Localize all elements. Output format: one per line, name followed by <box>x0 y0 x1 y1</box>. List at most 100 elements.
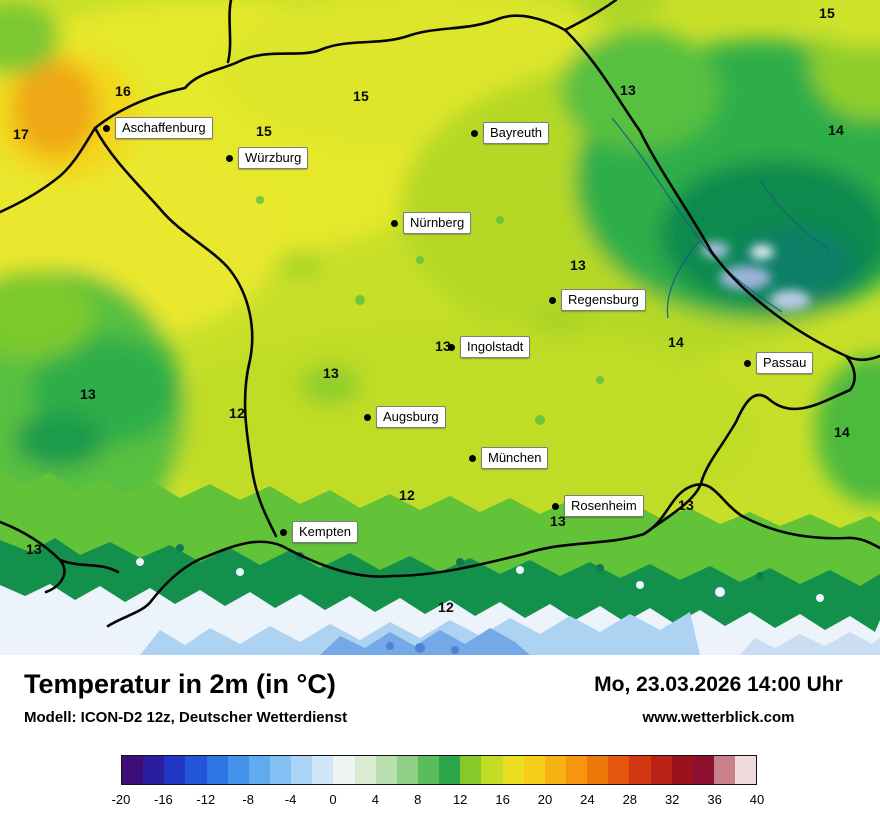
legend-tick-label: -8 <box>242 792 254 807</box>
legend-tick-label: 16 <box>495 792 510 807</box>
city-markers-layer: Aschaffenburg Würzburg Bayreuth Nürnberg Reg… <box>103 117 814 543</box>
city-dot <box>448 343 455 351</box>
legend-color-segment <box>713 756 736 784</box>
legend-tick-label: -12 <box>196 792 216 807</box>
footer-panel: Temperatur in 2m (in °C) Modell: ICON-D2… <box>0 655 880 830</box>
city-marker: Augsburg <box>364 406 446 428</box>
city-dot <box>391 219 398 227</box>
temperature-value: 12 <box>229 405 245 421</box>
legend-color-segment <box>333 756 355 784</box>
city-label: Passau <box>756 352 814 374</box>
legend-color-segment <box>185 756 207 784</box>
legend-tick-label: 32 <box>664 792 680 807</box>
legend-tick-row: -20 -16 -12 -8 -4 0 4 8 12 16 20 24 28 32 36 40 <box>112 792 765 812</box>
city-label: Ingolstadt <box>460 336 531 358</box>
temperature-value: 13 <box>678 497 694 513</box>
legend-color-segment <box>502 756 524 784</box>
city-label: Augsburg <box>376 406 446 428</box>
legend-color-segment <box>692 756 714 784</box>
city-marker: München <box>469 447 549 469</box>
city-dot <box>280 528 287 536</box>
legend-color-segment <box>312 756 334 784</box>
temperature-value: 17 <box>13 126 29 142</box>
temperature-value: 13 <box>80 386 96 402</box>
legend-color-segment <box>291 756 313 784</box>
temperature-value: 13 <box>620 82 636 98</box>
legend-tick-label: 8 <box>414 792 422 807</box>
city-marker: Nürnberg <box>391 212 472 234</box>
legend-color-segment <box>396 756 418 784</box>
river-lines <box>611 117 831 319</box>
legend-color-segment <box>143 756 165 784</box>
city-marker: Bayreuth <box>471 122 550 144</box>
legend-color-segment <box>248 756 270 784</box>
legend-color-segment <box>206 756 228 784</box>
legend-tick-label: 28 <box>622 792 638 807</box>
legend-tick-label: 4 <box>371 792 380 807</box>
temperature-value: 13 <box>435 338 451 354</box>
legend-tick-label: 24 <box>580 792 595 807</box>
temperature-value: 15 <box>353 88 369 104</box>
temperature-value: 14 <box>668 334 684 350</box>
legend-color-segment <box>608 756 630 784</box>
city-dot <box>552 502 559 510</box>
city-marker: Würzburg <box>226 147 309 169</box>
city-marker: Aschaffenburg <box>103 117 213 139</box>
legend-color-segment <box>460 756 482 784</box>
city-dot <box>103 124 110 132</box>
legend-color-segment <box>375 756 397 784</box>
temperature-value: 13 <box>26 541 42 557</box>
legend-color-segment <box>544 756 566 784</box>
temperature-labels-layer: 16 17 15 15 15 13 14 13 14 13 13 13 12 14 12 13 13 13 12 <box>13 5 850 615</box>
city-dot <box>549 296 556 304</box>
city-label: München <box>481 447 549 469</box>
model-info: Modell: ICON-D2 12z, Deutscher Wetterdie… <box>24 709 348 726</box>
website-link[interactable]: www.wetterblick.com <box>642 709 795 726</box>
legend-tick-label: 40 <box>749 792 765 807</box>
legend-color-segment <box>587 756 609 784</box>
legend-color-segment <box>481 756 503 784</box>
datetime-label: Mo, 23.03.2026 14:00 Uhr <box>594 673 843 696</box>
legend-color-segment <box>565 756 588 784</box>
city-dot <box>471 129 478 137</box>
date-block: Mo, 23.03.2026 14:00 Uhr www.wetterblick… <box>571 673 866 726</box>
city-label: Kempten <box>292 521 359 543</box>
temperature-value: 15 <box>256 123 272 139</box>
legend-tick-label: 20 <box>537 792 553 807</box>
temperature-value: 12 <box>399 487 415 503</box>
city-dot <box>226 154 233 162</box>
legend-color-segment <box>671 756 693 784</box>
city-marker: Rosenheim <box>552 495 644 517</box>
city-marker: Passau <box>744 352 814 374</box>
temperature-value: 12 <box>438 599 454 615</box>
city-dot <box>364 413 371 421</box>
city-label: Regensburg <box>561 289 646 311</box>
temperature-value: 13 <box>550 513 566 529</box>
city-marker: Ingolstadt <box>448 336 531 358</box>
legend-tick-label: 12 <box>452 792 468 807</box>
temperature-legend: -20 -16 -12 -8 -4 0 4 8 12 16 20 24 28 32 36 40 <box>112 755 765 815</box>
legend-tick-label: 36 <box>707 792 722 807</box>
legend-tick-label: 0 <box>329 792 337 807</box>
legend-tick-label: -16 <box>153 792 173 807</box>
legend-tick-label: -4 <box>284 792 297 807</box>
city-marker: Regensburg <box>549 289 646 311</box>
legend-color-segment <box>650 756 672 784</box>
legend-color-segment <box>269 756 292 784</box>
city-label: Würzburg <box>238 147 309 169</box>
map-title: Temperatur in 2m (in °C) <box>24 669 336 699</box>
legend-color-segment <box>227 756 249 784</box>
temperature-value: 13 <box>570 257 586 273</box>
temperature-value: 13 <box>323 365 339 381</box>
legend-tick-label: -20 <box>111 792 131 807</box>
city-label: Aschaffenburg <box>115 117 213 139</box>
city-marker: Kempten <box>280 521 359 543</box>
city-label: Bayreuth <box>483 122 550 144</box>
temperature-value: 14 <box>834 424 850 440</box>
city-dot <box>469 454 476 462</box>
legend-color-segment <box>164 756 186 784</box>
legend-color-segment <box>629 756 651 784</box>
legend-color-segment <box>523 756 545 784</box>
legend-color-segment <box>417 756 440 784</box>
